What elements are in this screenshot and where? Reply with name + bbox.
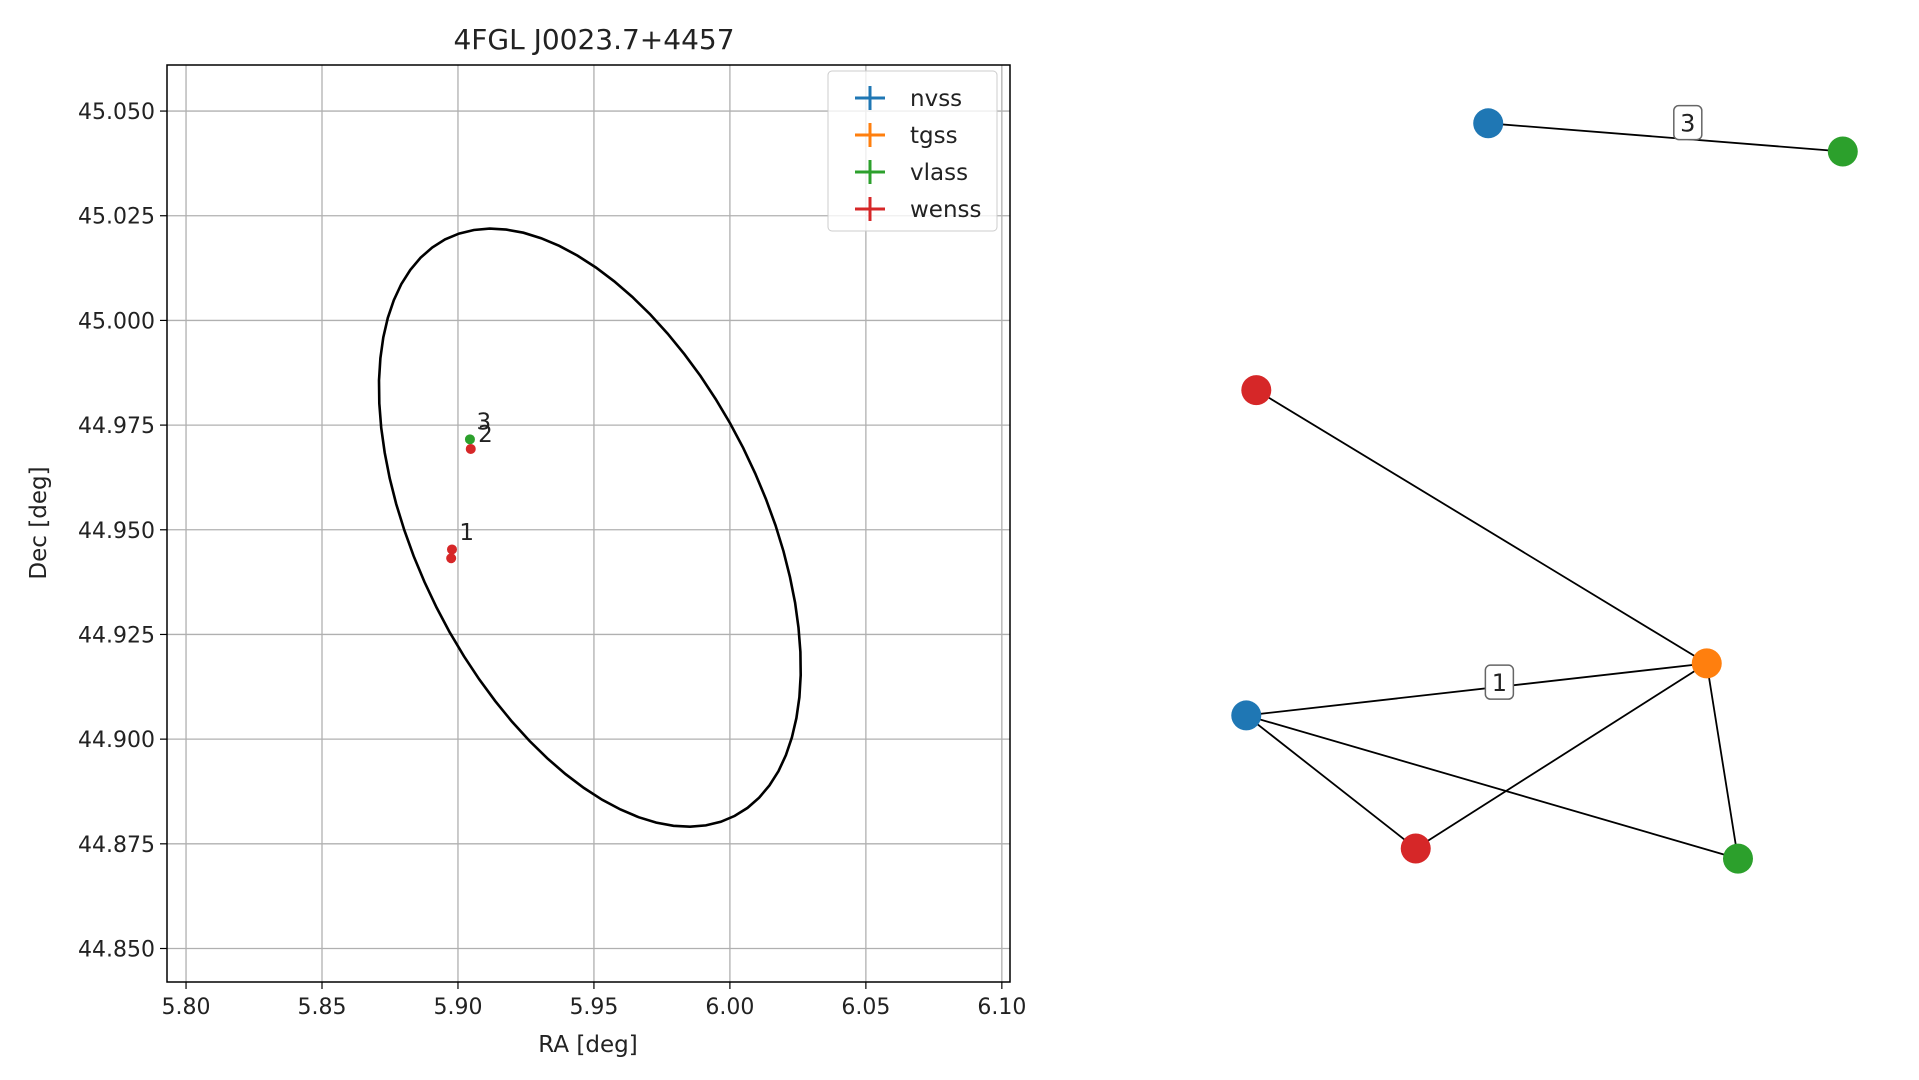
graph-node-nvss bbox=[1473, 108, 1504, 139]
graph-edge bbox=[1255, 389, 1708, 665]
y-tick-label: 44.925 bbox=[78, 623, 155, 648]
y-tick-label: 44.875 bbox=[78, 833, 155, 858]
point-label: 3 bbox=[476, 409, 491, 435]
x-tick-label: 5.85 bbox=[298, 995, 347, 1020]
point-label: 2 bbox=[478, 422, 493, 448]
y-tick-label: 44.900 bbox=[78, 728, 155, 753]
legend-label-wenss: wenss bbox=[910, 197, 982, 223]
y-tick-label: 44.975 bbox=[78, 414, 155, 439]
legend-label-vlass: vlass bbox=[910, 160, 968, 186]
graph-label: 3 bbox=[1680, 110, 1695, 138]
graph-edge bbox=[1245, 714, 1417, 850]
x-tick-label: 5.95 bbox=[569, 995, 618, 1020]
graph-edge bbox=[1705, 663, 1739, 859]
point-vlass bbox=[464, 434, 475, 445]
association-graph: 321 bbox=[1231, 104, 1858, 874]
y-axis-label: Dec [deg] bbox=[26, 466, 52, 579]
x-axis-ticks: 5.80 5.85 5.90 5.95 6.00 6.05 6.10 bbox=[162, 982, 1026, 1020]
graph-label: 1 bbox=[1492, 669, 1507, 697]
y-axis-ticks: 44.850 44.875 44.900 44.925 44.950 44.975 45.0… bbox=[78, 100, 167, 963]
x-tick-label: 5.80 bbox=[162, 995, 211, 1020]
graph-edges bbox=[1245, 122, 1843, 860]
graph-labels: 321 bbox=[1484, 104, 1703, 700]
y-tick-label: 45.000 bbox=[78, 309, 155, 334]
source-points bbox=[446, 434, 476, 564]
graph-label-box bbox=[1673, 104, 1703, 141]
legend-box bbox=[827, 70, 998, 232]
point-labels: 1 32 bbox=[459, 409, 492, 546]
y-tick-label: 45.025 bbox=[78, 205, 155, 230]
graph-node-tgss bbox=[1691, 648, 1722, 679]
point-label: 1 bbox=[459, 520, 474, 546]
localization-ellipse bbox=[377, 227, 803, 829]
graph-edge bbox=[1246, 662, 1707, 717]
legend-label-tgss: tgss bbox=[910, 123, 958, 149]
graph-node-wenss bbox=[1400, 833, 1431, 864]
graph-node-vlass bbox=[1827, 136, 1858, 167]
x-tick-label: 5.90 bbox=[433, 995, 482, 1020]
plot-title: 4FGL J0023.7+4457 bbox=[453, 23, 734, 56]
x-axis-label: RA [deg] bbox=[538, 1032, 637, 1058]
y-tick-label: 45.050 bbox=[78, 100, 155, 125]
graph-label-box bbox=[1484, 664, 1515, 700]
legend-label-nvss: nvss bbox=[910, 86, 962, 112]
graph-node-vlass bbox=[1722, 843, 1753, 874]
plot-frame bbox=[166, 64, 1011, 983]
graph-edge bbox=[1488, 122, 1843, 153]
y-tick-label: 44.850 bbox=[78, 938, 155, 963]
error-ellipse bbox=[377, 227, 803, 829]
x-tick-label: 6.05 bbox=[841, 995, 890, 1020]
graph-nodes bbox=[1231, 108, 1858, 874]
graph-edge bbox=[1246, 714, 1739, 860]
sky-position-plot: 4FGL J0023.7+4457 1 32 5.80 5.85 5.90 5.95 6.… bbox=[26, 23, 1026, 1058]
y-tick-label: 44.950 bbox=[78, 519, 155, 544]
legend: nvss tgss vlass wenss bbox=[827, 70, 998, 232]
graph-node-nvss bbox=[1231, 700, 1262, 731]
point-wenss bbox=[446, 553, 457, 564]
graph-edge bbox=[1415, 662, 1708, 850]
x-tick-label: 6.00 bbox=[705, 995, 754, 1020]
point-wenss bbox=[446, 544, 457, 555]
x-tick-label: 6.10 bbox=[977, 995, 1026, 1020]
point-wenss bbox=[465, 443, 476, 454]
graph-node-wenss bbox=[1241, 375, 1272, 406]
